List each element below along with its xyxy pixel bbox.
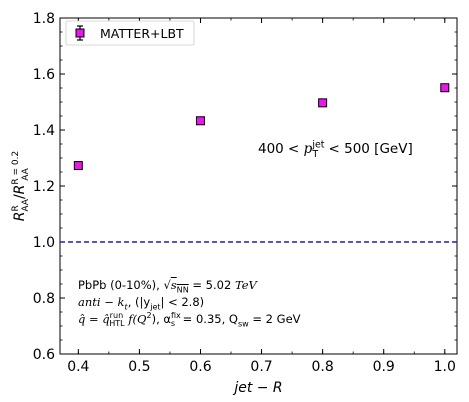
data-point <box>440 83 450 93</box>
system-annotation-line-1: PbPb (0-10%), √sNN = 5.02 TeV <box>78 278 257 295</box>
legend-box <box>65 20 195 46</box>
legend-square <box>75 28 85 38</box>
pt-range-annotation: 400 < pjetT < 500 [GeV] <box>258 139 413 160</box>
y-tick-label: 0.6 <box>33 347 55 363</box>
system-annotation-line-3: q̂ = q̂runHTL f(Q2), αfixs = 0.35, Qsw =… <box>78 311 301 329</box>
y-tick-label: 0.8 <box>33 291 55 307</box>
x-tick-label: 0.8 <box>311 359 333 375</box>
x-tick-label: 0.9 <box>373 359 395 375</box>
y-tick-label: 1.4 <box>33 123 55 139</box>
legend-label: MATTER+LBT <box>100 26 184 41</box>
y-tick-label: 1.0 <box>33 235 55 251</box>
x-tick-label: 0.7 <box>250 359 272 375</box>
y-axis-label: RRAA/RR = 0.2AA <box>11 151 31 222</box>
data-marks <box>73 83 450 171</box>
legend: MATTER+LBT <box>65 20 195 46</box>
x-tick-label: 1.0 <box>434 359 456 375</box>
data-point <box>318 98 328 108</box>
plot-area: 0.4 0.5 0.6 0.7 0.8 0.9 1.0 0.6 0.8 1.0 1.2 1.4 1.6 1… <box>11 11 458 396</box>
x-tick-label: 0.4 <box>67 359 89 375</box>
data-point <box>195 116 205 126</box>
y-tick-label: 1.2 <box>33 179 55 195</box>
system-annotation-line-2: anti − kt, (|yjet| < 2.8) <box>78 295 205 312</box>
x-tick-label: 0.6 <box>189 359 211 375</box>
y-tick-label: 1.6 <box>33 67 55 83</box>
data-point <box>73 161 83 171</box>
x-axis-label: jet − R <box>232 380 282 396</box>
legend-marker <box>75 25 85 41</box>
y-tick-label: 1.8 <box>33 11 55 27</box>
x-tick-label: 0.5 <box>128 359 150 375</box>
